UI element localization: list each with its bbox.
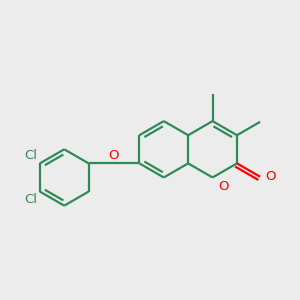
Text: O: O: [265, 170, 276, 183]
Text: Cl: Cl: [24, 149, 37, 162]
Text: O: O: [108, 149, 119, 162]
Text: O: O: [218, 180, 228, 193]
Text: Cl: Cl: [24, 193, 37, 206]
